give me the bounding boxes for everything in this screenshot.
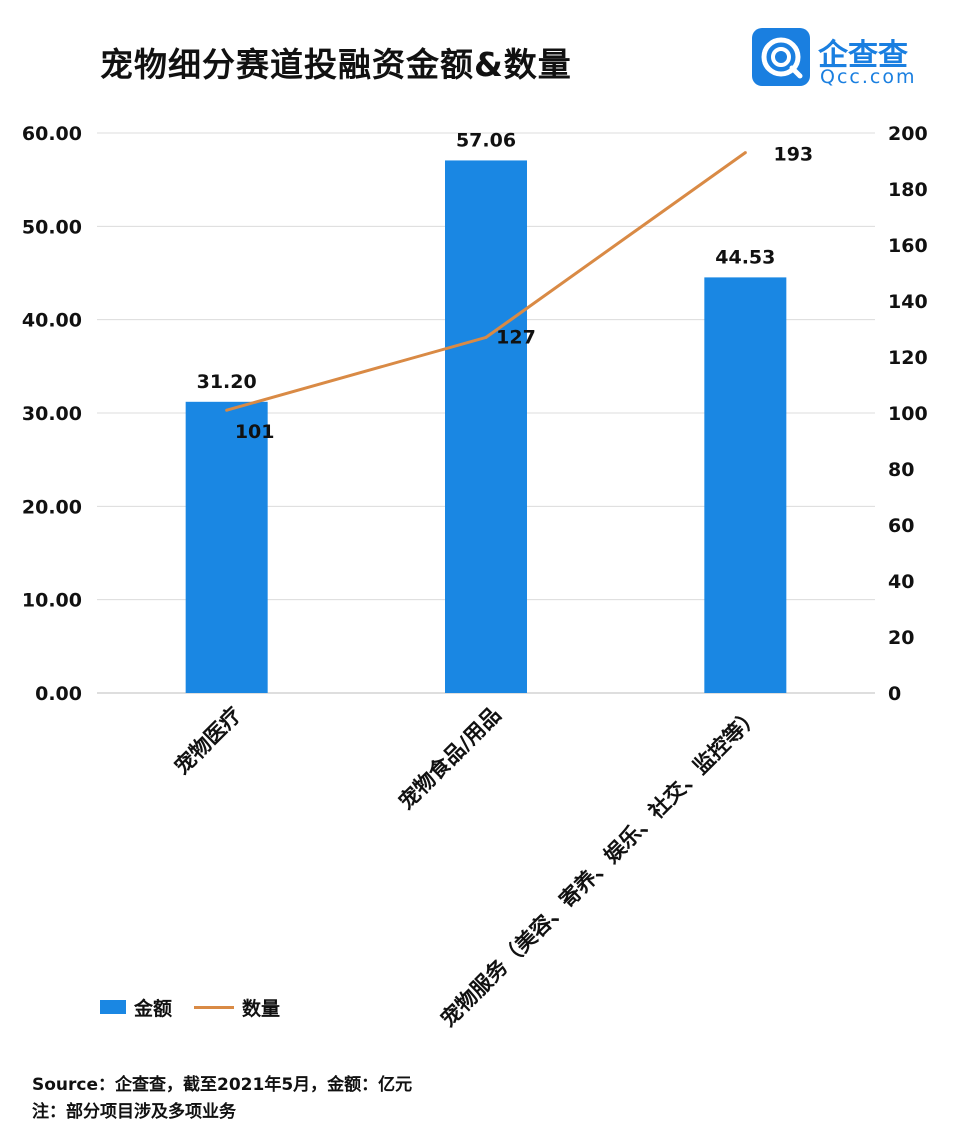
bar-value-label: 31.20	[197, 371, 257, 393]
legend-item-count: 数量	[194, 994, 280, 1021]
y-right-tick-label: 120	[888, 347, 928, 369]
line-point	[743, 151, 747, 155]
legend-swatch-line	[194, 1005, 235, 1009]
bar	[445, 160, 527, 693]
y-right-tick-label: 60	[888, 515, 914, 537]
y-right-tick-label: 20	[888, 627, 914, 649]
y-left-tick-label: 30.00	[22, 403, 82, 425]
y-right-tick-label: 180	[888, 179, 928, 201]
line-point	[484, 335, 488, 339]
x-category-label: 宠物服务（美容、寄养、娱乐、社交、监控等）	[436, 703, 765, 1032]
legend-item-amount: 金额	[100, 994, 172, 1021]
y-left-tick-label: 50.00	[22, 216, 82, 238]
y-right-tick-label: 160	[888, 235, 928, 257]
legend-swatch-bar	[100, 1000, 126, 1014]
x-category-label: 宠物食品/用品	[394, 703, 505, 814]
qcc-logo-text: 企查查	[818, 38, 908, 73]
footnote: 注：部分项目涉及多项业务	[32, 1102, 236, 1122]
chart-title: 宠物细分赛道投融资金额&数量	[100, 45, 572, 84]
chart-legend: 金额 数量	[100, 994, 302, 1020]
legend-label-amount: 金额	[134, 997, 173, 1020]
bar-value-label: 57.06	[456, 129, 516, 151]
qcc-logo: 企查查 Qcc.com	[752, 28, 932, 92]
bar-value-label: 44.53	[715, 246, 775, 268]
line-value-label: 193	[773, 144, 813, 166]
y-left-tick-label: 40.00	[22, 310, 82, 332]
y-left-tick-label: 10.00	[22, 590, 82, 612]
y-right-tick-label: 40	[888, 571, 914, 593]
line-value-label: 127	[496, 326, 536, 348]
y-right-tick-label: 0	[888, 683, 901, 705]
qcc-logo-domain: Qcc.com	[820, 66, 917, 88]
bar	[704, 277, 787, 693]
y-right-tick-label: 100	[888, 403, 928, 425]
line-point	[225, 408, 229, 412]
x-category-label: 宠物医疗	[170, 703, 246, 779]
qcc-logo-icon	[752, 28, 810, 86]
line-value-label: 101	[235, 421, 275, 443]
bar	[185, 401, 268, 693]
source-note: Source：企查查，截至2021年5月，金额：亿元	[32, 1075, 413, 1095]
y-right-tick-label: 80	[888, 459, 914, 481]
y-right-tick-label: 200	[888, 123, 928, 145]
y-left-tick-label: 60.00	[22, 123, 82, 145]
legend-label-count: 数量	[242, 997, 281, 1020]
y-right-tick-label: 140	[888, 291, 928, 313]
y-left-tick-label: 0.00	[35, 683, 82, 705]
y-left-tick-label: 20.00	[22, 496, 82, 518]
